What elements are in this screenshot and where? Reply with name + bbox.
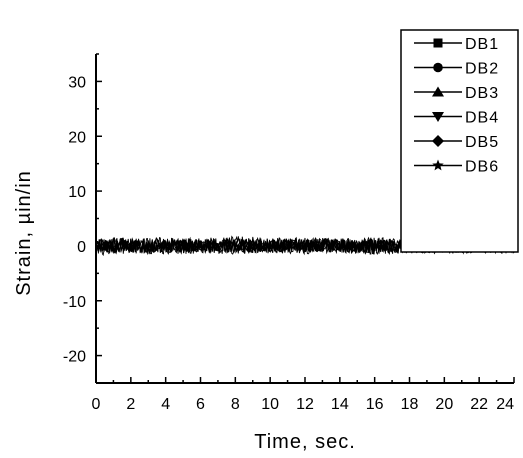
marker-triangle-down — [432, 112, 444, 122]
legend-item: DB4 — [414, 110, 499, 127]
legend-item: DB2 — [414, 61, 499, 78]
marker-circle — [433, 62, 443, 73]
x-tick-label: 12 — [296, 396, 314, 413]
y-tick-label: 20 — [68, 129, 86, 146]
x-tick-label: 14 — [331, 396, 349, 413]
legend-label: DB3 — [465, 85, 499, 102]
x-tick-label: 22 — [470, 396, 488, 413]
legend-label: DB4 — [465, 110, 499, 127]
legend-label: DB6 — [465, 159, 499, 176]
axes — [95, 53, 515, 384]
y-tick-label: -10 — [63, 294, 86, 311]
y-axis-label: Strain, µin/in — [13, 170, 35, 296]
legend-item: DB1 — [414, 36, 499, 53]
marker-square — [433, 38, 443, 48]
marker-triangle-up — [432, 86, 444, 97]
legend-item: DB3 — [414, 85, 499, 102]
x-tick-label: 8 — [231, 396, 240, 413]
y-tick-label: 0 — [77, 239, 86, 256]
legend: DB1 DB2 DB3 DB4 DB5 DB6 — [400, 29, 519, 253]
x-tick-label: 4 — [161, 396, 170, 413]
y-tick-label: -20 — [63, 349, 86, 366]
x-tick-label: 16 — [366, 396, 384, 413]
x-tick-label: 18 — [401, 396, 419, 413]
legend-label: DB1 — [465, 36, 499, 53]
legend-item: DB5 — [414, 134, 499, 151]
marker-diamond — [432, 135, 444, 147]
legend-label: DB5 — [465, 134, 499, 151]
x-tick-label: 0 — [92, 396, 101, 413]
x-tick-label: 10 — [261, 396, 279, 413]
x-tick-label: 2 — [126, 396, 135, 413]
x-tick-label: 24 — [496, 396, 514, 413]
x-tick-label: 6 — [196, 396, 205, 413]
y-tick-label: 30 — [68, 74, 86, 91]
x-tick-label: 20 — [435, 396, 453, 413]
legend-label: DB2 — [465, 61, 499, 78]
x-axis-label: Time, sec. — [254, 431, 356, 453]
marker-star — [432, 159, 444, 171]
legend-item: DB6 — [414, 159, 499, 176]
y-tick-label: 10 — [68, 184, 86, 201]
